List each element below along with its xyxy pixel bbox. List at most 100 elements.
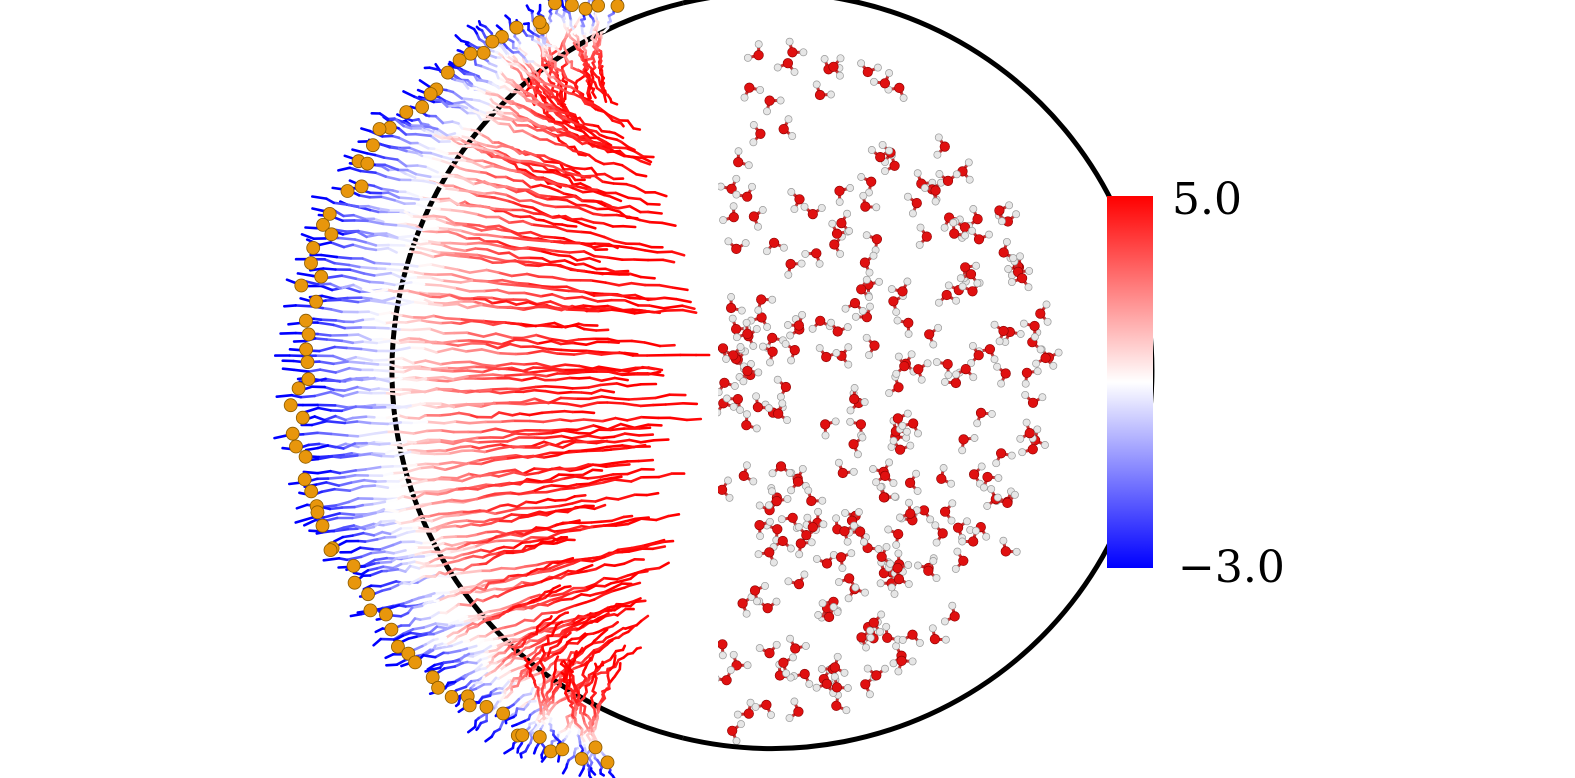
trajectory-segment [614, 191, 630, 200]
trajectory-segment [503, 633, 515, 638]
trajectory-segment [455, 486, 468, 491]
trajectory-segment [412, 448, 427, 453]
trajectory-segment [351, 318, 365, 324]
trajectory-segment [583, 134, 595, 145]
hydrogen-atom [940, 617, 949, 626]
trajectory-segment [527, 256, 544, 260]
trajectory-segment [342, 451, 354, 457]
trajectory-segment [325, 338, 344, 343]
trajectory-segment [455, 685, 468, 692]
trajectory-segment [586, 434, 603, 440]
trajectory-segment [428, 625, 439, 634]
trajectory-segment [568, 467, 583, 473]
trajectory-segment [466, 461, 483, 466]
trajectory-segment [485, 233, 504, 239]
trajectory-segment [459, 444, 472, 449]
water-molecule [743, 40, 764, 62]
trajectory-segment [525, 99, 539, 104]
trajectory-segment [323, 414, 337, 422]
hydrogen-atom [995, 337, 1004, 346]
trajectory-segment [400, 377, 419, 382]
trajectory-segment [386, 191, 401, 199]
trajectory-segment [568, 254, 579, 262]
trajectory-segment [593, 503, 607, 511]
trajectory-segment [613, 562, 626, 568]
trajectory-segment [508, 342, 523, 349]
water-molecule [751, 699, 775, 719]
trajectory-segment [431, 301, 449, 305]
trajectory-segment [440, 498, 454, 504]
trajectory-segment [427, 512, 441, 518]
hydrogen-atom [952, 170, 961, 179]
hydrogen-atom [992, 459, 1001, 468]
trajectory-segment [438, 413, 453, 417]
hydrogen-atom [870, 77, 878, 86]
trajectory-segment [411, 359, 427, 365]
trajectory-segment [666, 512, 681, 518]
trajectory-segment [587, 481, 605, 487]
trajectory-segment [477, 445, 490, 450]
trajectory-segment [523, 563, 538, 568]
trajectory-segment [501, 453, 518, 459]
trajectory-segment [334, 319, 346, 324]
trajectory-segment [372, 217, 385, 224]
trajectory-segment [369, 550, 386, 555]
trajectory-segment [440, 302, 459, 307]
trajectory-segment [411, 366, 432, 371]
water-molecule [784, 570, 809, 590]
trajectory-segment [318, 368, 338, 374]
trajectory-segment [321, 267, 337, 271]
hydrogen-atom [990, 320, 999, 329]
trajectory-segment [509, 491, 521, 496]
hydrogen-atom [783, 321, 792, 329]
trajectory-segment [336, 236, 357, 241]
water-molecule [722, 394, 744, 414]
trajectory-segment [444, 605, 457, 615]
trajectory-segment [507, 219, 525, 224]
trajectory-segment [495, 532, 509, 539]
trajectory-segment [500, 513, 513, 520]
trajectory-segment [414, 462, 427, 467]
trajectory-segment [457, 254, 470, 259]
water-molecule [812, 550, 838, 569]
trajectory-segment [422, 127, 435, 134]
hydrogen-atom [929, 340, 938, 349]
hydrogen-atom [812, 80, 821, 89]
hydrogen-atom [969, 205, 978, 213]
trajectory-segment [520, 333, 538, 340]
trajectory-segment [408, 146, 423, 154]
trajectory-segment [476, 485, 488, 491]
trajectory-segment [545, 487, 563, 494]
trajectory-segment [582, 250, 596, 258]
trajectory-segment [597, 306, 612, 311]
trajectory-segment [519, 322, 538, 328]
hydrogen-atom [749, 477, 758, 486]
hydrogen-atom [786, 634, 795, 643]
oxygen-atom [744, 82, 755, 93]
trajectory-segment [339, 454, 359, 459]
trajectory-segment [591, 682, 597, 693]
trajectory-segment [614, 416, 629, 422]
trajectory-segment [574, 127, 585, 133]
trajectory-segment [448, 198, 461, 206]
trajectory-segment [316, 321, 335, 327]
trajectory-segment [599, 473, 615, 479]
trajectory-segment [401, 263, 419, 268]
trajectory-segment [386, 421, 403, 426]
trajectory-segment [481, 159, 495, 166]
water-molecule [786, 634, 810, 654]
trajectory-segment [462, 100, 475, 110]
trajectory-segment [531, 454, 546, 459]
trajectory-segment [590, 520, 603, 524]
trajectory-segment [567, 678, 572, 690]
hydrogen-atom [970, 434, 979, 442]
hydrogen-atom [744, 161, 753, 170]
water-molecule [1018, 434, 1038, 457]
oxygen-atom [942, 175, 954, 186]
trajectory-segment [425, 420, 446, 425]
hydrogen-atom [1016, 252, 1024, 261]
trajectory-segment [388, 440, 408, 445]
trajectory-segment [646, 296, 666, 302]
trajectory-segment [634, 599, 647, 604]
trajectory-segment [636, 569, 649, 575]
